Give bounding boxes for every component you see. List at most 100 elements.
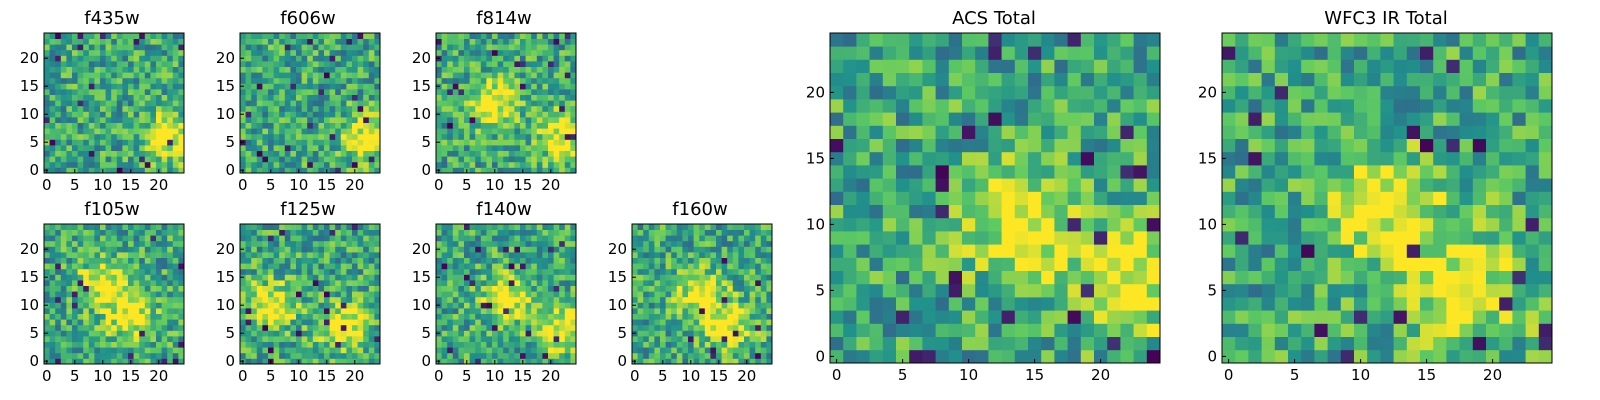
heatmap-cell <box>503 100 510 107</box>
heatmap-cell <box>312 117 319 123</box>
heatmap-cell <box>273 224 280 230</box>
heatmap-cell <box>514 44 521 51</box>
heatmap-cell <box>732 336 739 342</box>
heatmap-cell <box>632 324 638 331</box>
heatmap-cell <box>144 268 151 275</box>
heatmap-cell <box>464 330 470 337</box>
heatmap-cell <box>72 44 78 51</box>
heatmap-cell <box>520 308 526 314</box>
heatmap-cell <box>279 268 286 275</box>
heatmap-cell <box>150 145 157 151</box>
heatmap-cell <box>268 229 274 236</box>
heatmap-cell <box>100 72 106 79</box>
heatmap-cell <box>307 308 314 314</box>
heatmap-cell <box>486 319 493 326</box>
heatmap-cell <box>100 145 106 151</box>
heatmap-cell <box>525 313 532 320</box>
heatmap-cell <box>486 229 493 236</box>
heatmap-cell <box>262 133 269 140</box>
heatmap-cell <box>340 72 347 79</box>
heatmap-cell <box>245 94 252 101</box>
heatmap-cell <box>436 229 442 236</box>
heatmap-cell <box>766 263 773 270</box>
heatmap-cell <box>531 72 538 79</box>
heatmap-cell <box>156 296 162 303</box>
heatmap-cell <box>296 150 302 157</box>
heatmap-cell <box>475 61 482 67</box>
heatmap-cell <box>352 94 358 101</box>
heatmap-cell <box>161 122 168 129</box>
heatmap-cell <box>962 165 976 179</box>
heatmap-cell <box>318 347 325 354</box>
heatmap-cell <box>268 257 274 264</box>
heatmap-cell <box>60 224 67 230</box>
heatmap-cell <box>256 72 263 79</box>
heatmap-cell <box>240 145 246 151</box>
heatmap-cell <box>312 358 319 365</box>
heatmap-cell <box>469 291 476 298</box>
heatmap-cell <box>116 111 123 118</box>
heatmap-cell <box>542 347 549 354</box>
heatmap-cell <box>251 89 258 95</box>
heatmap-cell <box>458 139 465 146</box>
heatmap-cell <box>374 285 381 292</box>
heatmap-cell <box>632 240 638 247</box>
heatmap-cell <box>49 336 56 342</box>
heatmap-cell <box>49 263 56 270</box>
heatmap-cell <box>548 83 554 90</box>
heatmap-cell <box>346 358 353 365</box>
heatmap-cell <box>531 285 538 292</box>
heatmap-cell <box>273 66 280 73</box>
heatmap-cell <box>441 139 448 146</box>
heatmap-cell <box>570 252 577 258</box>
heatmap-cell <box>139 268 146 275</box>
heatmap-cell <box>284 358 291 365</box>
heatmap-cell <box>374 111 381 118</box>
heatmap-cell <box>139 224 146 230</box>
heatmap-cell <box>340 77 347 84</box>
heatmap-cell <box>909 165 923 179</box>
heatmap-cell <box>161 229 168 236</box>
heatmap-cell <box>178 55 185 62</box>
heatmap-cell <box>284 100 291 107</box>
heatmap-cell <box>268 77 274 84</box>
heatmap-cell <box>161 224 168 230</box>
heatmap-cell <box>357 235 364 242</box>
heatmap-cell <box>570 66 577 73</box>
heatmap-cell <box>1067 323 1082 337</box>
heatmap-cell <box>60 285 67 292</box>
heatmap-cell <box>77 347 84 354</box>
heatmap-cell <box>464 341 470 348</box>
heatmap-cell <box>296 313 302 320</box>
heatmap-cell <box>100 352 106 359</box>
heatmap-cell <box>508 72 515 79</box>
heatmap-cell <box>284 302 291 309</box>
heatmap-cell <box>727 291 734 298</box>
heatmap-cell <box>55 111 62 118</box>
heatmap-cell <box>570 296 577 303</box>
heatmap-cell <box>514 122 521 129</box>
heatmap-cell <box>1041 165 1055 179</box>
heatmap-cell <box>514 117 521 123</box>
heatmap-cell <box>452 324 459 331</box>
heatmap-cell <box>548 133 554 140</box>
heatmap-cell <box>368 358 375 365</box>
heatmap-cell <box>492 347 498 354</box>
heatmap-cell <box>324 302 330 309</box>
heatmap-cell <box>755 252 762 258</box>
heatmap-cell <box>245 77 252 84</box>
heatmap-cell <box>268 313 274 320</box>
heatmap-cell <box>660 252 666 258</box>
heatmap-cell <box>150 240 157 247</box>
heatmap-cell <box>492 336 498 342</box>
heatmap-cell <box>324 246 330 253</box>
heatmap-cell <box>161 133 168 140</box>
heatmap-cell <box>693 324 700 331</box>
heatmap-cell <box>44 296 50 303</box>
heatmap-cell <box>1028 323 1042 337</box>
heatmap-cell <box>447 229 454 236</box>
heatmap-cell <box>475 89 482 95</box>
heatmap-cell <box>273 246 280 253</box>
heatmap-cell <box>346 77 353 84</box>
heatmap-cell <box>755 257 762 264</box>
